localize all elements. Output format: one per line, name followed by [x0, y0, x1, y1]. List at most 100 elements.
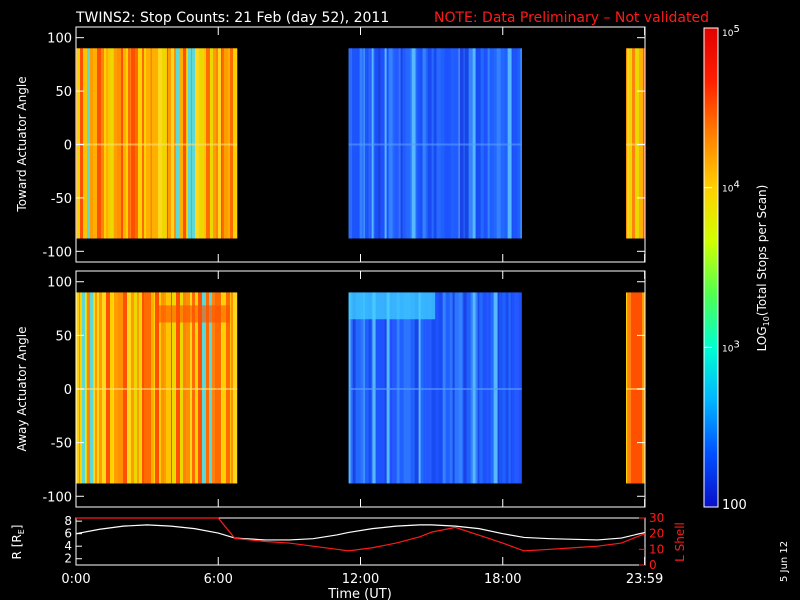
heatmap-band: [89, 292, 90, 484]
heatmap-enhancement: [158, 305, 231, 323]
y2-tick-label: 30: [649, 511, 664, 525]
heatmap-band: [222, 48, 224, 239]
y-tick-label: 50: [55, 85, 72, 100]
heatmap-band: [158, 48, 162, 239]
heatmap-band: [348, 48, 350, 239]
y-tick-label: -100: [42, 490, 72, 505]
heatmap-band: [477, 292, 479, 484]
heatmap-band: [507, 48, 512, 239]
heatmap-band: [480, 48, 484, 239]
heatmap-band: [171, 292, 172, 484]
heatmap-band: [183, 48, 186, 239]
toward-ylabel: Toward Actuator Angle: [15, 76, 29, 212]
x-tick-label: 18:00: [484, 572, 521, 587]
x-tick-label: 0:00: [61, 572, 90, 587]
heatmap-band: [448, 48, 451, 239]
radius-line: [75, 524, 646, 541]
heatmap-band: [458, 292, 463, 484]
heatmap-zero-band: [348, 143, 522, 146]
y-tick-label: -100: [42, 245, 72, 260]
heatmap-band: [508, 292, 511, 484]
heatmap-band: [398, 48, 401, 239]
heatmap-band: [97, 292, 99, 484]
y-tick-label: 6: [64, 527, 72, 541]
heatmap-band: [170, 292, 171, 484]
heatmap-band: [638, 292, 643, 484]
heatmap-band: [386, 292, 390, 484]
y-tick-label: 100: [47, 32, 72, 47]
heatmap-band: [415, 48, 418, 239]
heatmap-zero-band: [348, 388, 522, 390]
x-tick-label: 23:59: [626, 572, 663, 587]
heatmap-band: [464, 48, 469, 239]
heatmap-band: [627, 292, 629, 484]
y-tick-label: 0: [64, 383, 72, 398]
heatmap-band: [186, 48, 187, 239]
heatmap-band: [104, 48, 106, 239]
heatmap-band: [162, 292, 164, 484]
heatmap-band: [514, 292, 516, 484]
orbit-ylabel: R [RE]: [10, 525, 26, 560]
heatmap-band: [459, 48, 464, 239]
heatmap-band: [221, 292, 222, 484]
heatmap-band: [121, 48, 123, 239]
heatmap-band: [409, 48, 412, 239]
heatmap-band: [206, 48, 210, 239]
heatmap-band: [475, 292, 478, 484]
heatmap-band: [517, 48, 521, 239]
colorbar-label-pre: LOG: [755, 326, 769, 351]
heatmap-band: [450, 48, 455, 239]
away-ylabel: Away Actuator Angle: [15, 326, 29, 451]
colorbar-tick-label: 104: [722, 180, 740, 195]
heatmap-band: [431, 48, 434, 239]
heatmap-band: [79, 292, 80, 484]
heatmap-band: [500, 292, 502, 484]
heatmap-band: [127, 292, 131, 484]
heatmap-band: [166, 292, 170, 484]
heatmap-band: [403, 292, 407, 484]
heatmap-band: [396, 292, 400, 484]
heatmap-band: [629, 48, 633, 239]
heatmap-band: [113, 292, 114, 484]
heatmap-band: [500, 48, 505, 239]
heatmap-band: [144, 48, 146, 239]
heatmap-band: [418, 292, 421, 484]
heatmap-band: [130, 48, 131, 239]
heatmap-band: [496, 48, 501, 239]
toward-heatmap: [76, 48, 645, 239]
heatmap-band: [431, 292, 436, 484]
heatmap-band: [146, 48, 150, 239]
data-note: NOTE: Data Preliminary – Not validated: [434, 10, 709, 26]
y-tick-label: -50: [51, 437, 72, 452]
heatmap-band: [76, 292, 79, 484]
heatmap-band: [206, 292, 209, 484]
orbit-ylabel-close: ]: [10, 525, 24, 530]
heatmap-band: [497, 292, 500, 484]
heatmap-band: [176, 48, 179, 239]
heatmap-band: [631, 292, 635, 484]
heatmap-band: [511, 48, 513, 239]
heatmap-band: [90, 48, 93, 239]
heatmap-band: [155, 292, 159, 484]
orbit-lines: [75, 517, 646, 552]
heatmap-band: [77, 48, 78, 239]
heatmap-band: [490, 292, 493, 484]
heatmap-band: [516, 48, 518, 239]
heatmap-band: [379, 292, 384, 484]
heatmap-band: [159, 292, 161, 484]
heatmap-band: [492, 292, 494, 484]
heatmap-band: [188, 48, 191, 239]
heatmap-band: [435, 292, 438, 484]
y-tick-label: 2: [64, 552, 72, 566]
heatmap-band: [394, 48, 399, 239]
heatmap-band: [117, 48, 121, 239]
heatmap-band: [410, 292, 414, 484]
heatmap-band: [101, 48, 104, 239]
heatmap-band: [402, 48, 406, 239]
heatmap-band: [108, 48, 110, 239]
heatmap-band: [445, 292, 450, 484]
heatmap-band: [350, 48, 352, 239]
heatmap-band: [399, 292, 404, 484]
heatmap-band: [134, 292, 137, 484]
